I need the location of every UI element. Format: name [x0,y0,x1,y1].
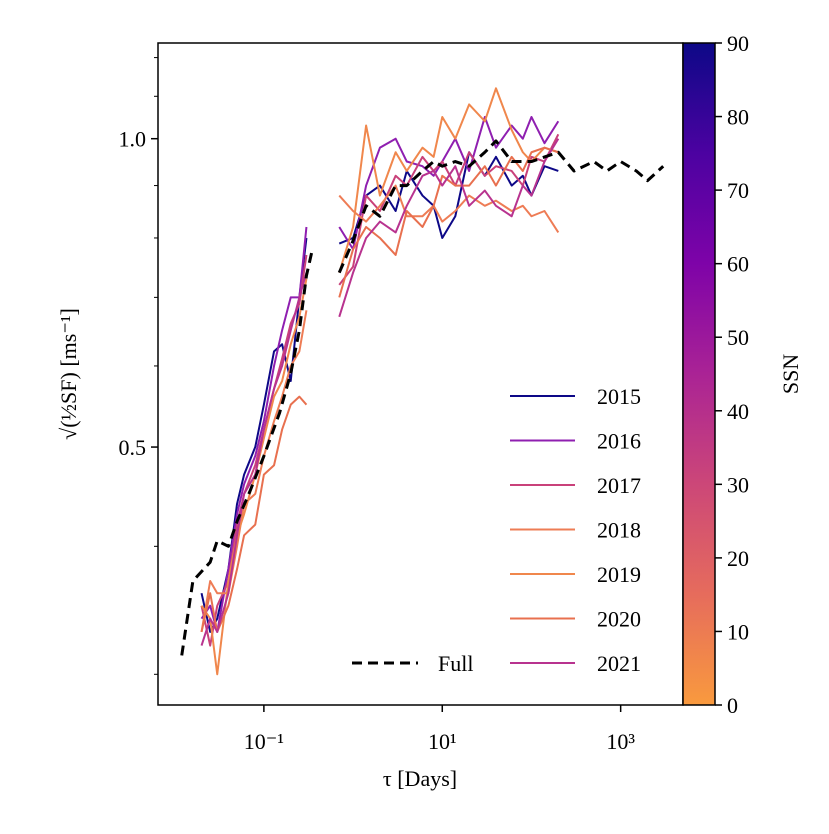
x-tick-label: 10¹ [428,729,457,754]
legend-label: 2020 [597,607,641,632]
x-axis-label: τ [Days] [383,766,457,791]
legend-label: 2018 [597,518,641,543]
plot-area [180,87,665,676]
colorbar-tick-label: 90 [727,31,749,56]
colorbar-tick-label: 0 [727,693,738,718]
colorbar-tick-label: 30 [727,472,749,497]
legend-label: 2021 [597,651,641,676]
x-tick-label: 10⁻¹ [244,729,284,754]
y-tick-label: 0.5 [119,435,147,460]
line [200,87,559,676]
legend-label: 2019 [597,562,641,587]
line [200,184,560,633]
colorbar-tick-label: 10 [727,619,749,644]
y-tick-label: 1.0 [119,127,147,152]
colorbar [682,42,716,706]
colorbar-tick-label: 80 [727,105,749,130]
line [200,151,559,633]
colorbar-tick-label: 70 [727,178,749,203]
line [200,146,559,633]
colorbar-tick-label: 60 [727,252,749,277]
x-tick-label: 10³ [606,729,635,754]
colorbar-tick-label: 50 [727,325,749,350]
colorbar-tick-label: 20 [727,546,749,571]
legend-label: 2016 [597,429,641,454]
dashed-line [180,139,665,656]
legend-label: 2015 [597,384,641,409]
colorbar-label: SSN [778,354,803,394]
legend-label: 2017 [597,473,641,498]
legend-label: Full [438,651,473,676]
y-axis-label: √(½SF) [ms⁻¹] [56,308,81,440]
colorbar-tick-label: 40 [727,399,749,424]
